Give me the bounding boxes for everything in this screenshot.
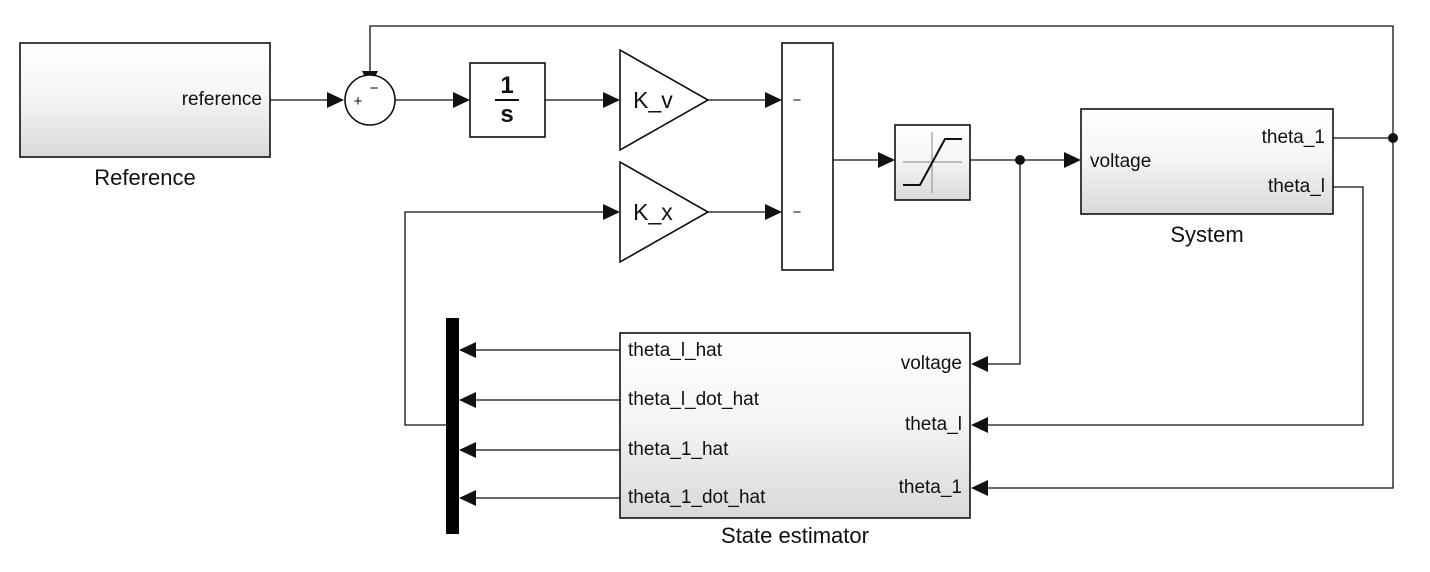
wire-theta1-to-estimator[interactable] bbox=[983, 138, 1394, 489]
gain-kv-block[interactable]: K_v bbox=[619, 48, 710, 152]
state-estimator-block-name: State estimator bbox=[721, 523, 869, 548]
arrowhead bbox=[603, 204, 620, 220]
arrowhead bbox=[459, 342, 476, 358]
branch-point-voltage bbox=[1015, 155, 1025, 165]
system-block[interactable]: voltage theta_1 theta_l System bbox=[1080, 108, 1334, 247]
arrowhead bbox=[459, 490, 476, 506]
arrowhead bbox=[1064, 152, 1081, 168]
system-block-name: System bbox=[1170, 222, 1243, 247]
arrowhead bbox=[765, 92, 782, 108]
arrowhead bbox=[971, 417, 988, 433]
integrator-block[interactable]: 1 s bbox=[469, 62, 546, 138]
reference-block[interactable]: reference Reference bbox=[19, 42, 271, 190]
gain-kx-block[interactable]: K_x bbox=[619, 160, 710, 264]
gain-kv-label: K_v bbox=[633, 87, 673, 113]
branch-point-theta1 bbox=[1388, 133, 1398, 143]
sum2-input-bottom-sign: − bbox=[793, 204, 802, 221]
signal-lines bbox=[270, 25, 1394, 499]
arrowhead bbox=[327, 92, 344, 108]
wire-bus-to-kx[interactable] bbox=[404, 211, 608, 426]
wire-theta1-feedback[interactable] bbox=[369, 25, 1394, 139]
arrowhead bbox=[971, 356, 988, 372]
sum2-input-top-sign: − bbox=[793, 92, 802, 109]
sum-plus-sign: + bbox=[354, 93, 363, 110]
estimator-outport-label: theta_l_hat bbox=[628, 340, 723, 361]
estimator-inport-label: theta_1 bbox=[899, 477, 962, 498]
arrowhead bbox=[459, 392, 476, 408]
arrowhead bbox=[453, 92, 470, 108]
reference-outport-label: reference bbox=[182, 89, 262, 110]
estimator-inport-label: theta_l bbox=[905, 414, 962, 435]
wire-thetal-to-estimator[interactable] bbox=[983, 186, 1364, 426]
estimator-inport-label: voltage bbox=[901, 353, 962, 374]
state-estimator-block[interactable]: theta_l_hat theta_l_dot_hat theta_1_hat … bbox=[619, 332, 971, 548]
arrowhead bbox=[971, 480, 988, 496]
system-outport-thetal: theta_l bbox=[1268, 176, 1325, 197]
sum-block[interactable]: + − bbox=[344, 74, 396, 126]
system-inport-voltage: voltage bbox=[1090, 151, 1151, 172]
arrowhead bbox=[603, 92, 620, 108]
saturation-curve-icon bbox=[903, 138, 962, 186]
integrator-numerator: 1 bbox=[500, 72, 513, 99]
saturation-block[interactable] bbox=[894, 124, 971, 201]
integrator-denominator: s bbox=[500, 101, 513, 128]
sum2-block[interactable]: − − bbox=[781, 42, 834, 271]
arrowhead bbox=[459, 442, 476, 458]
mux-bus-bar[interactable] bbox=[446, 318, 459, 534]
system-outport-theta1: theta_1 bbox=[1262, 127, 1325, 148]
sum-minus-sign: − bbox=[370, 80, 379, 97]
wire-voltage-to-estimator[interactable] bbox=[983, 160, 1021, 365]
gain-kx-label: K_x bbox=[633, 199, 673, 225]
reference-block-name: Reference bbox=[94, 165, 196, 190]
estimator-outport-label: theta_l_dot_hat bbox=[628, 389, 760, 410]
estimator-outport-label: theta_1_hat bbox=[628, 439, 729, 460]
estimator-outport-label: theta_1_dot_hat bbox=[628, 487, 766, 508]
arrowhead bbox=[765, 204, 782, 220]
arrowhead bbox=[878, 152, 895, 168]
